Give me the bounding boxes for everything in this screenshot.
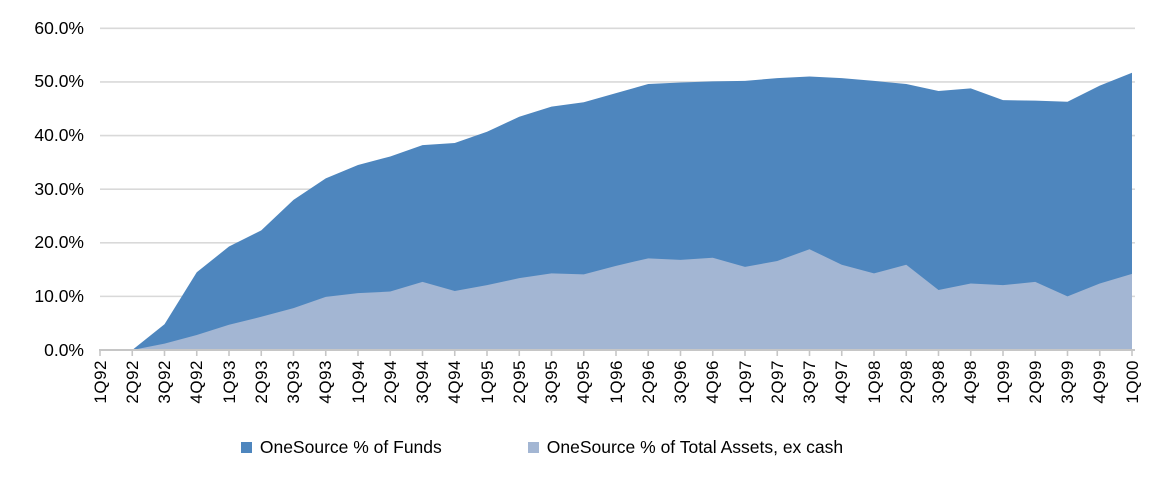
x-axis-label: 2Q94 (380, 360, 400, 404)
x-axis-label: 3Q98 (929, 360, 948, 404)
legend-item-funds: OneSource % of Funds (240, 437, 442, 458)
x-axis-label: 1Q92 (90, 360, 110, 404)
x-axis-label: 4Q92 (187, 360, 207, 404)
y-axis-label: 10.0% (34, 285, 84, 306)
legend-label-assets: OneSource % of Total Assets, ex cash (546, 437, 844, 457)
x-axis-label: 1Q96 (606, 360, 626, 404)
x-axis-label: 2Q92 (122, 360, 142, 404)
x-axis-label: 1Q98 (864, 360, 884, 404)
x-axis-label: 4Q95 (574, 360, 594, 404)
y-axis-label: 30.0% (34, 178, 84, 199)
y-axis-label: 40.0% (34, 125, 84, 146)
legend-label-funds: OneSource % of Funds (259, 437, 442, 457)
x-axis-label: 4Q93 (316, 360, 336, 404)
x-axis-label: 2Q99 (1025, 360, 1045, 404)
x-axis-label: 1Q94 (348, 360, 368, 404)
x-axis-label: 3Q94 (413, 360, 432, 404)
x-axis-label: 4Q94 (445, 360, 465, 404)
x-axis-label: 2Q95 (509, 360, 529, 404)
x-axis-label: 4Q96 (703, 360, 723, 404)
x-axis-label: 1Q93 (219, 360, 239, 404)
x-axis-label: 2Q96 (638, 360, 658, 404)
x-axis-label: 1Q00 (1122, 360, 1142, 404)
x-axis-label: 3Q92 (155, 360, 174, 404)
area-series-1 (100, 249, 1132, 350)
legend-item-assets: OneSource % of Total Assets, ex cash (527, 437, 844, 458)
x-axis-label: 4Q99 (1090, 360, 1110, 404)
x-axis-label: 1Q95 (477, 360, 497, 404)
x-axis-label: 3Q93 (284, 360, 303, 404)
x-axis-label: 4Q97 (832, 360, 852, 404)
y-axis-label: 50.0% (34, 71, 84, 92)
x-axis-label: 1Q97 (735, 360, 755, 404)
x-axis-label: 2Q97 (767, 360, 787, 404)
x-axis-label: 3Q95 (542, 360, 561, 404)
x-axis-label: 2Q93 (251, 360, 271, 404)
x-axis-label: 3Q99 (1058, 360, 1077, 404)
legend-swatch-assets-icon (527, 442, 539, 453)
y-axis-label: 20.0% (34, 232, 84, 253)
y-axis-label: 0.0% (44, 339, 84, 360)
x-axis-label: 3Q97 (800, 360, 819, 404)
x-axis-label: 1Q99 (993, 360, 1013, 404)
x-axis-label: 3Q96 (671, 360, 690, 404)
x-axis-label: 4Q98 (961, 360, 981, 404)
y-axis-label: 60.0% (34, 17, 84, 38)
legend: OneSource % of Funds OneSource % of Tota… (0, 437, 1118, 458)
legend-swatch-funds-icon (240, 442, 252, 453)
x-axis-label: 2Q98 (896, 360, 916, 404)
